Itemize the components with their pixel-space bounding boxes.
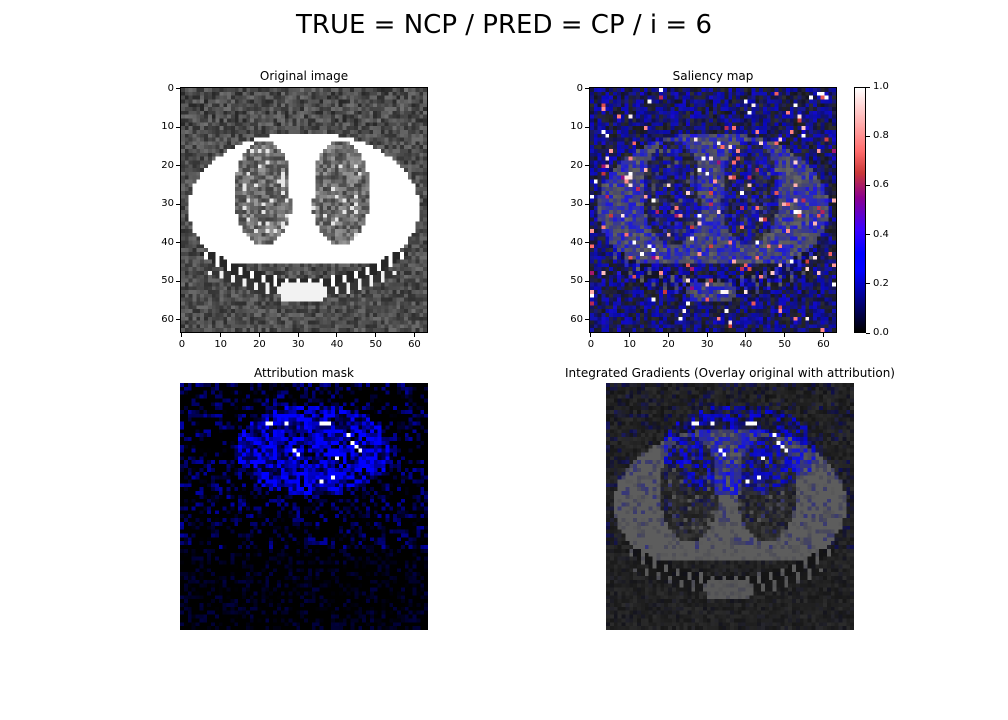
colorbar-tick-label: 0.4 xyxy=(873,228,889,240)
colorbar-tick-label: 0.2 xyxy=(873,277,889,289)
attribution-mask-title: Attribution mask xyxy=(254,366,354,380)
saliency-map-xtick-label: 0 xyxy=(587,339,595,350)
original-image-ytick-label: 20 xyxy=(161,159,174,171)
colorbar-tick-label: 0.8 xyxy=(873,130,889,142)
integrated-gradients-panel xyxy=(606,383,854,630)
colorbar-tick-mark xyxy=(866,332,870,334)
saliency-map-ytick-label: 40 xyxy=(570,236,583,248)
saliency-map-ytick-label: 0 xyxy=(576,82,583,94)
saliency-map-xtick-label: 10 xyxy=(623,339,637,350)
saliency-map-ytick-mark xyxy=(585,242,589,244)
original-image-title: Original image xyxy=(259,69,349,83)
saliency-map-ytick-label: 10 xyxy=(570,121,583,133)
attribution-mask-panel xyxy=(180,383,428,630)
saliency-map-xtick-mark xyxy=(629,333,631,337)
figure-title: TRUE = NCP / PRED = CP / i = 6 xyxy=(296,10,712,40)
original-image-xtick-label: 50 xyxy=(369,339,383,350)
saliency-map-xtick-label: 30 xyxy=(700,339,714,350)
saliency-map-xtick-mark xyxy=(822,333,824,337)
colorbar-tick-mark xyxy=(866,135,870,137)
original-image-xtick-mark xyxy=(181,333,183,337)
integrated-gradients-title: Integrated Gradients (Overlay original w… xyxy=(565,366,895,380)
original-image-ytick-label: 40 xyxy=(161,236,174,248)
saliency-map-xtick-mark xyxy=(745,333,747,337)
original-image-xtick-label: 60 xyxy=(408,339,421,350)
saliency-map-ytick-label: 30 xyxy=(570,198,583,210)
original-image-ytick-label: 10 xyxy=(161,121,174,133)
colorbar-tick-label: 0.6 xyxy=(873,179,889,191)
saliency-map-ytick-mark xyxy=(585,88,589,90)
original-image-ytick-label: 60 xyxy=(161,313,174,325)
saliency-map-ytick-label: 60 xyxy=(570,313,583,325)
saliency-map-ytick-mark xyxy=(585,126,589,128)
saliency-map-panel xyxy=(589,87,837,333)
original-image-ytick-mark xyxy=(176,203,180,205)
colorbar-tick-label: 1.0 xyxy=(873,81,889,92)
saliency-map-xtick-label: 20 xyxy=(662,339,675,350)
original-image-ytick-label: 50 xyxy=(161,275,174,287)
colorbar-tick-mark xyxy=(866,86,870,88)
original-image-xtick-mark xyxy=(413,333,415,337)
saliency-map-xtick-mark xyxy=(667,333,669,337)
original-image-xtick-mark xyxy=(375,333,377,337)
original-image-xtick-label: 20 xyxy=(253,339,266,350)
original-image-xtick-mark xyxy=(297,333,299,337)
original-image-xtick-label: 40 xyxy=(330,339,344,350)
saliency-map-ytick-mark xyxy=(585,165,589,167)
original-image-ytick-mark xyxy=(176,319,180,321)
original-image-ytick-mark xyxy=(176,280,180,282)
original-image-ytick-mark xyxy=(176,165,180,167)
colorbar-tick-label: 0.0 xyxy=(873,327,889,338)
original-image-ytick-mark xyxy=(176,126,180,128)
saliency-map-ytick-label: 50 xyxy=(570,275,583,287)
original-image-xtick-label: 0 xyxy=(178,339,186,350)
saliency-map-xtick-mark xyxy=(784,333,786,337)
original-image-ytick-mark xyxy=(176,88,180,90)
original-image xyxy=(181,88,427,332)
original-image-xtick-mark xyxy=(220,333,222,337)
saliency-map-ytick-mark xyxy=(585,280,589,282)
original-image-xtick-mark xyxy=(258,333,260,337)
original-image-xtick-label: 30 xyxy=(291,339,305,350)
saliency-map-xtick-mark xyxy=(590,333,592,337)
original-image-panel xyxy=(180,87,428,333)
saliency-map-image xyxy=(590,88,836,332)
saliency-map-ytick-mark xyxy=(585,203,589,205)
saliency-map-ytick-label: 20 xyxy=(570,159,583,171)
attribution-mask-image xyxy=(180,383,428,630)
original-image-ytick-mark xyxy=(176,242,180,244)
integrated-gradients-image xyxy=(606,383,854,630)
original-image-xtick-mark xyxy=(336,333,338,337)
colorbar-tick-mark xyxy=(866,234,870,236)
saliency-map-title: Saliency map xyxy=(672,69,754,83)
colorbar xyxy=(854,87,866,333)
colorbar-gradient xyxy=(855,88,865,332)
saliency-map-xtick-label: 40 xyxy=(739,339,753,350)
saliency-map-xtick-label: 60 xyxy=(817,339,830,350)
colorbar-tick-mark xyxy=(866,184,870,186)
saliency-map-xtick-label: 50 xyxy=(778,339,792,350)
original-image-ytick-label: 0 xyxy=(167,82,174,94)
original-image-ytick-label: 30 xyxy=(161,198,174,210)
saliency-map-xtick-mark xyxy=(706,333,708,337)
saliency-map-ytick-mark xyxy=(585,319,589,321)
original-image-xtick-label: 10 xyxy=(214,339,228,350)
colorbar-tick-mark xyxy=(866,283,870,285)
